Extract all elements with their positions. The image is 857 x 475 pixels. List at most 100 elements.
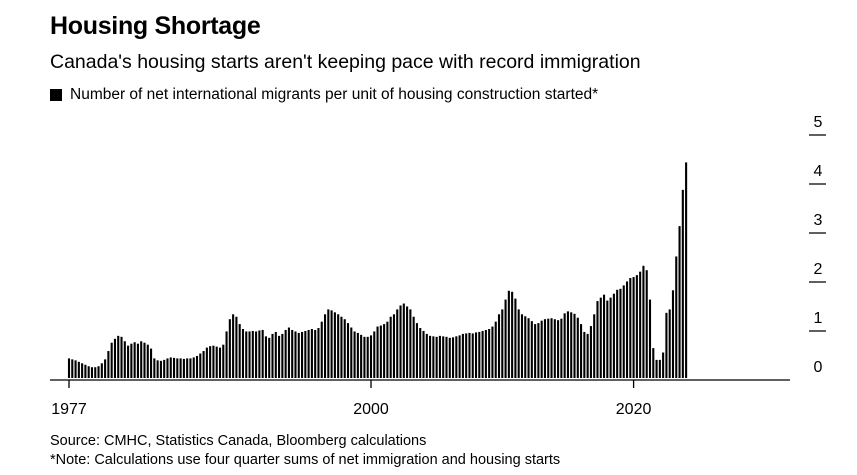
bar: [333, 312, 336, 378]
bar: [639, 271, 642, 378]
bar: [133, 342, 136, 378]
bar: [271, 333, 274, 378]
bar: [501, 309, 504, 378]
bar: [386, 321, 389, 378]
bar: [566, 311, 569, 378]
bar: [412, 316, 415, 378]
bar: [179, 358, 182, 378]
bar: [107, 351, 110, 378]
bar: [425, 333, 428, 378]
bar: [662, 352, 665, 378]
bar: [369, 335, 373, 378]
bar: [176, 358, 179, 378]
bar: [511, 291, 514, 378]
bar: [366, 336, 369, 378]
bar: [409, 309, 412, 378]
bar: [389, 316, 392, 378]
bar: [215, 346, 218, 378]
y-tick-label: 4: [814, 163, 823, 180]
bar: [294, 331, 297, 378]
bar: [514, 298, 517, 378]
bar: [255, 331, 258, 378]
bar: [84, 364, 87, 378]
bar: [563, 313, 566, 378]
bar: [461, 333, 464, 378]
bar: [452, 337, 455, 378]
x-tick-label: 1977: [51, 401, 87, 418]
bar: [655, 359, 658, 378]
bar: [241, 329, 245, 378]
bar: [169, 357, 172, 378]
bar: [74, 360, 77, 378]
bar: [685, 162, 688, 378]
bar: [537, 323, 540, 378]
bar: [635, 275, 638, 378]
bar: [199, 353, 202, 378]
bar: [113, 338, 117, 378]
bar: [629, 278, 632, 378]
bar: [488, 329, 491, 378]
bar: [117, 335, 120, 378]
bar: [153, 358, 156, 378]
bar: [547, 318, 550, 378]
bar: [281, 333, 284, 378]
bar: [225, 331, 228, 378]
bar: [402, 303, 405, 378]
bar: [356, 332, 359, 378]
bar: [642, 265, 645, 378]
bar: [320, 321, 323, 378]
bar: [478, 331, 481, 378]
bar: [373, 331, 376, 378]
bar: [245, 331, 248, 378]
bar: [678, 226, 681, 378]
bar: [419, 328, 422, 378]
bar: [599, 297, 602, 378]
bar: [527, 318, 530, 378]
bar: [379, 325, 382, 378]
bar: [399, 305, 402, 378]
bar: [337, 314, 340, 378]
bar: [274, 331, 277, 378]
bars-group: [67, 162, 688, 378]
bar: [218, 347, 222, 378]
bar: [186, 358, 189, 378]
bar: [150, 348, 153, 378]
bar: [323, 314, 327, 378]
bar: [415, 323, 418, 378]
bar: [589, 326, 592, 378]
bar: [94, 367, 97, 378]
bar: [268, 337, 271, 378]
bar: [87, 366, 90, 378]
bar: [484, 329, 487, 378]
bar: [396, 309, 399, 378]
bar: [327, 309, 330, 378]
bar: [517, 309, 520, 378]
bar: [603, 294, 606, 378]
bar: [202, 351, 205, 378]
bar: [67, 358, 71, 378]
bar: [120, 336, 123, 378]
footnote: *Note: Calculations use four quarter sum…: [50, 452, 561, 468]
bar: [422, 330, 425, 378]
bar: [304, 330, 307, 378]
bar: [392, 314, 396, 378]
bar: [576, 317, 579, 378]
bar: [278, 335, 281, 378]
bar: [143, 342, 146, 378]
bar: [136, 343, 139, 378]
bar: [330, 310, 333, 378]
bar: [573, 313, 576, 378]
bar: [156, 360, 159, 378]
bar: [435, 336, 438, 378]
y-tick-label: 2: [814, 261, 823, 278]
bar: [612, 293, 615, 378]
bar: [616, 289, 619, 378]
bar: [606, 300, 609, 378]
bar: [609, 297, 612, 378]
bar: [504, 299, 507, 378]
bar: [307, 329, 310, 378]
bar: [625, 281, 629, 378]
bar: [534, 324, 537, 378]
bar: [619, 288, 622, 378]
y-tick-label: 1: [814, 310, 823, 327]
